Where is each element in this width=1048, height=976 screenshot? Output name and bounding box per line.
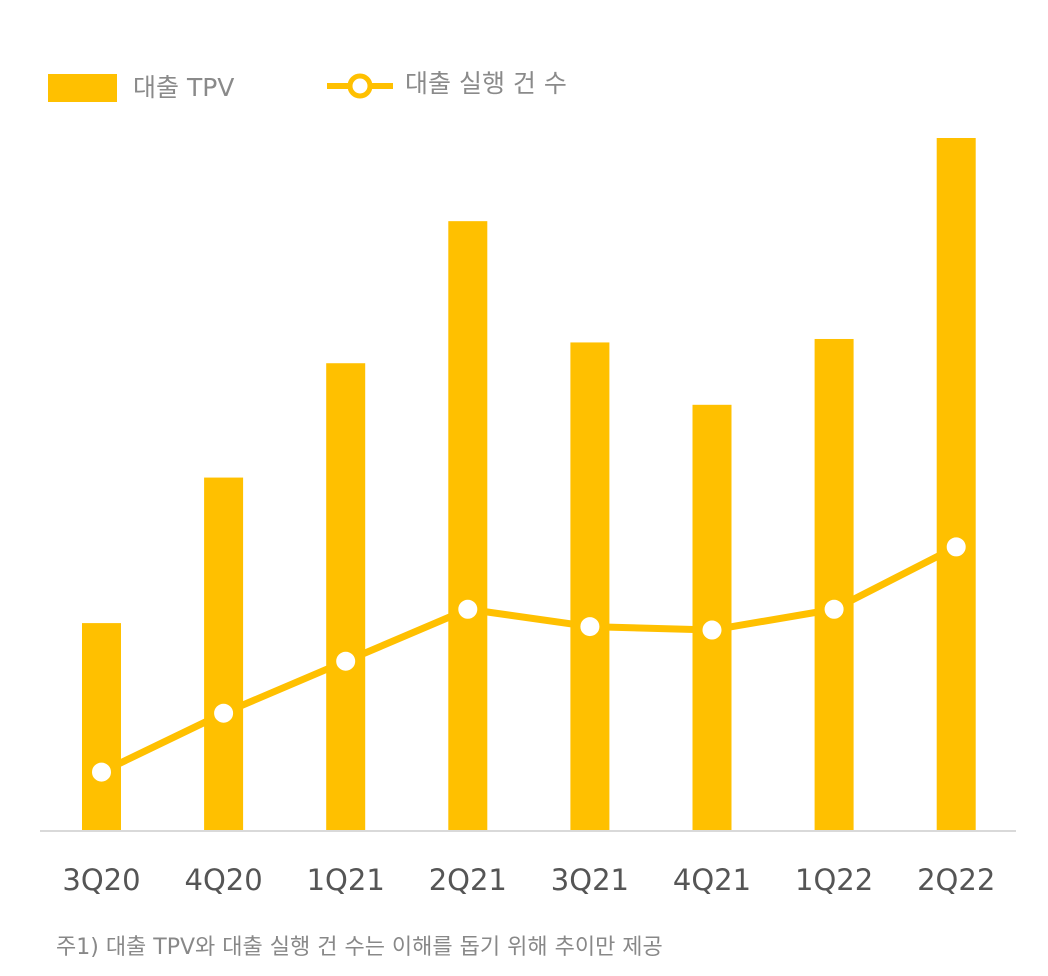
bar-3Q21 — [570, 342, 610, 831]
bars — [82, 138, 976, 831]
x-tick-label: 1Q21 — [307, 863, 385, 897]
legend-line-label: 대출 실행 건 수 — [405, 69, 567, 98]
bar-2Q21 — [448, 221, 488, 831]
x-tick-label: 4Q20 — [185, 863, 263, 897]
bar-1Q22 — [814, 338, 854, 831]
series-line — [99, 543, 958, 776]
line-point-3Q20 — [89, 759, 114, 785]
line-point-3Q21 — [577, 614, 603, 640]
legend-line-marker — [347, 73, 373, 99]
legend-bar-label: 대출 TPV — [133, 73, 234, 102]
line-point-2Q22 — [943, 534, 969, 560]
line-point-1Q22 — [821, 596, 847, 622]
chart: 대출 TPV 대출 실행 건 수 3Q20 4Q20 1Q21 2Q21 3Q21 4Q2… — [40, 69, 1016, 897]
line-point-2Q21 — [455, 596, 481, 622]
x-tick-label: 4Q21 — [673, 863, 751, 897]
legend-bar-swatch — [48, 74, 117, 102]
line-point-1Q21 — [333, 648, 359, 674]
line-point-4Q20 — [211, 700, 237, 726]
legend: 대출 TPV 대출 실행 건 수 — [48, 69, 567, 102]
footnote: 주1) 대출 TPV와 대출 실행 건 수는 이해를 돕기 위해 추이만 제공 — [56, 935, 663, 960]
x-tick-label: 2Q22 — [917, 863, 995, 897]
x-ticks: 3Q20 4Q20 1Q21 2Q21 3Q21 4Q21 1Q22 2Q22 — [62, 863, 995, 897]
bar-1Q21 — [326, 363, 366, 831]
bar-3Q20 — [82, 623, 121, 831]
bar-4Q20 — [204, 477, 244, 831]
line-point-4Q21 — [699, 617, 725, 643]
line-series — [89, 534, 969, 785]
x-tick-label: 3Q21 — [551, 863, 629, 897]
x-tick-label: 3Q20 — [62, 863, 140, 897]
bar-2Q22 — [936, 138, 976, 831]
x-tick-label: 1Q22 — [795, 863, 873, 897]
x-tick-label: 2Q21 — [429, 863, 507, 897]
